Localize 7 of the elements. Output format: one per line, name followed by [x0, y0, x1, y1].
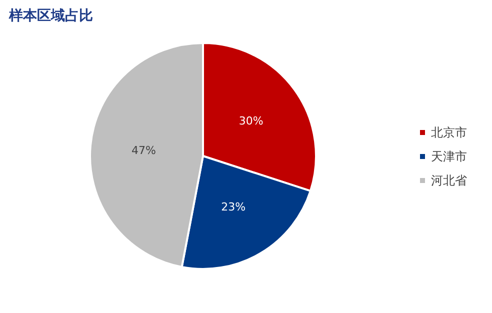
data-label: 47% [132, 144, 156, 157]
data-label: 30% [238, 114, 264, 128]
chart-title: 样本区域占比 [8, 8, 93, 24]
legend-label: 河北省 [431, 174, 467, 188]
data-label: 23% [221, 200, 246, 214]
legend-label: 天津市 [431, 150, 467, 164]
legend-label: 北京市 [431, 126, 467, 140]
